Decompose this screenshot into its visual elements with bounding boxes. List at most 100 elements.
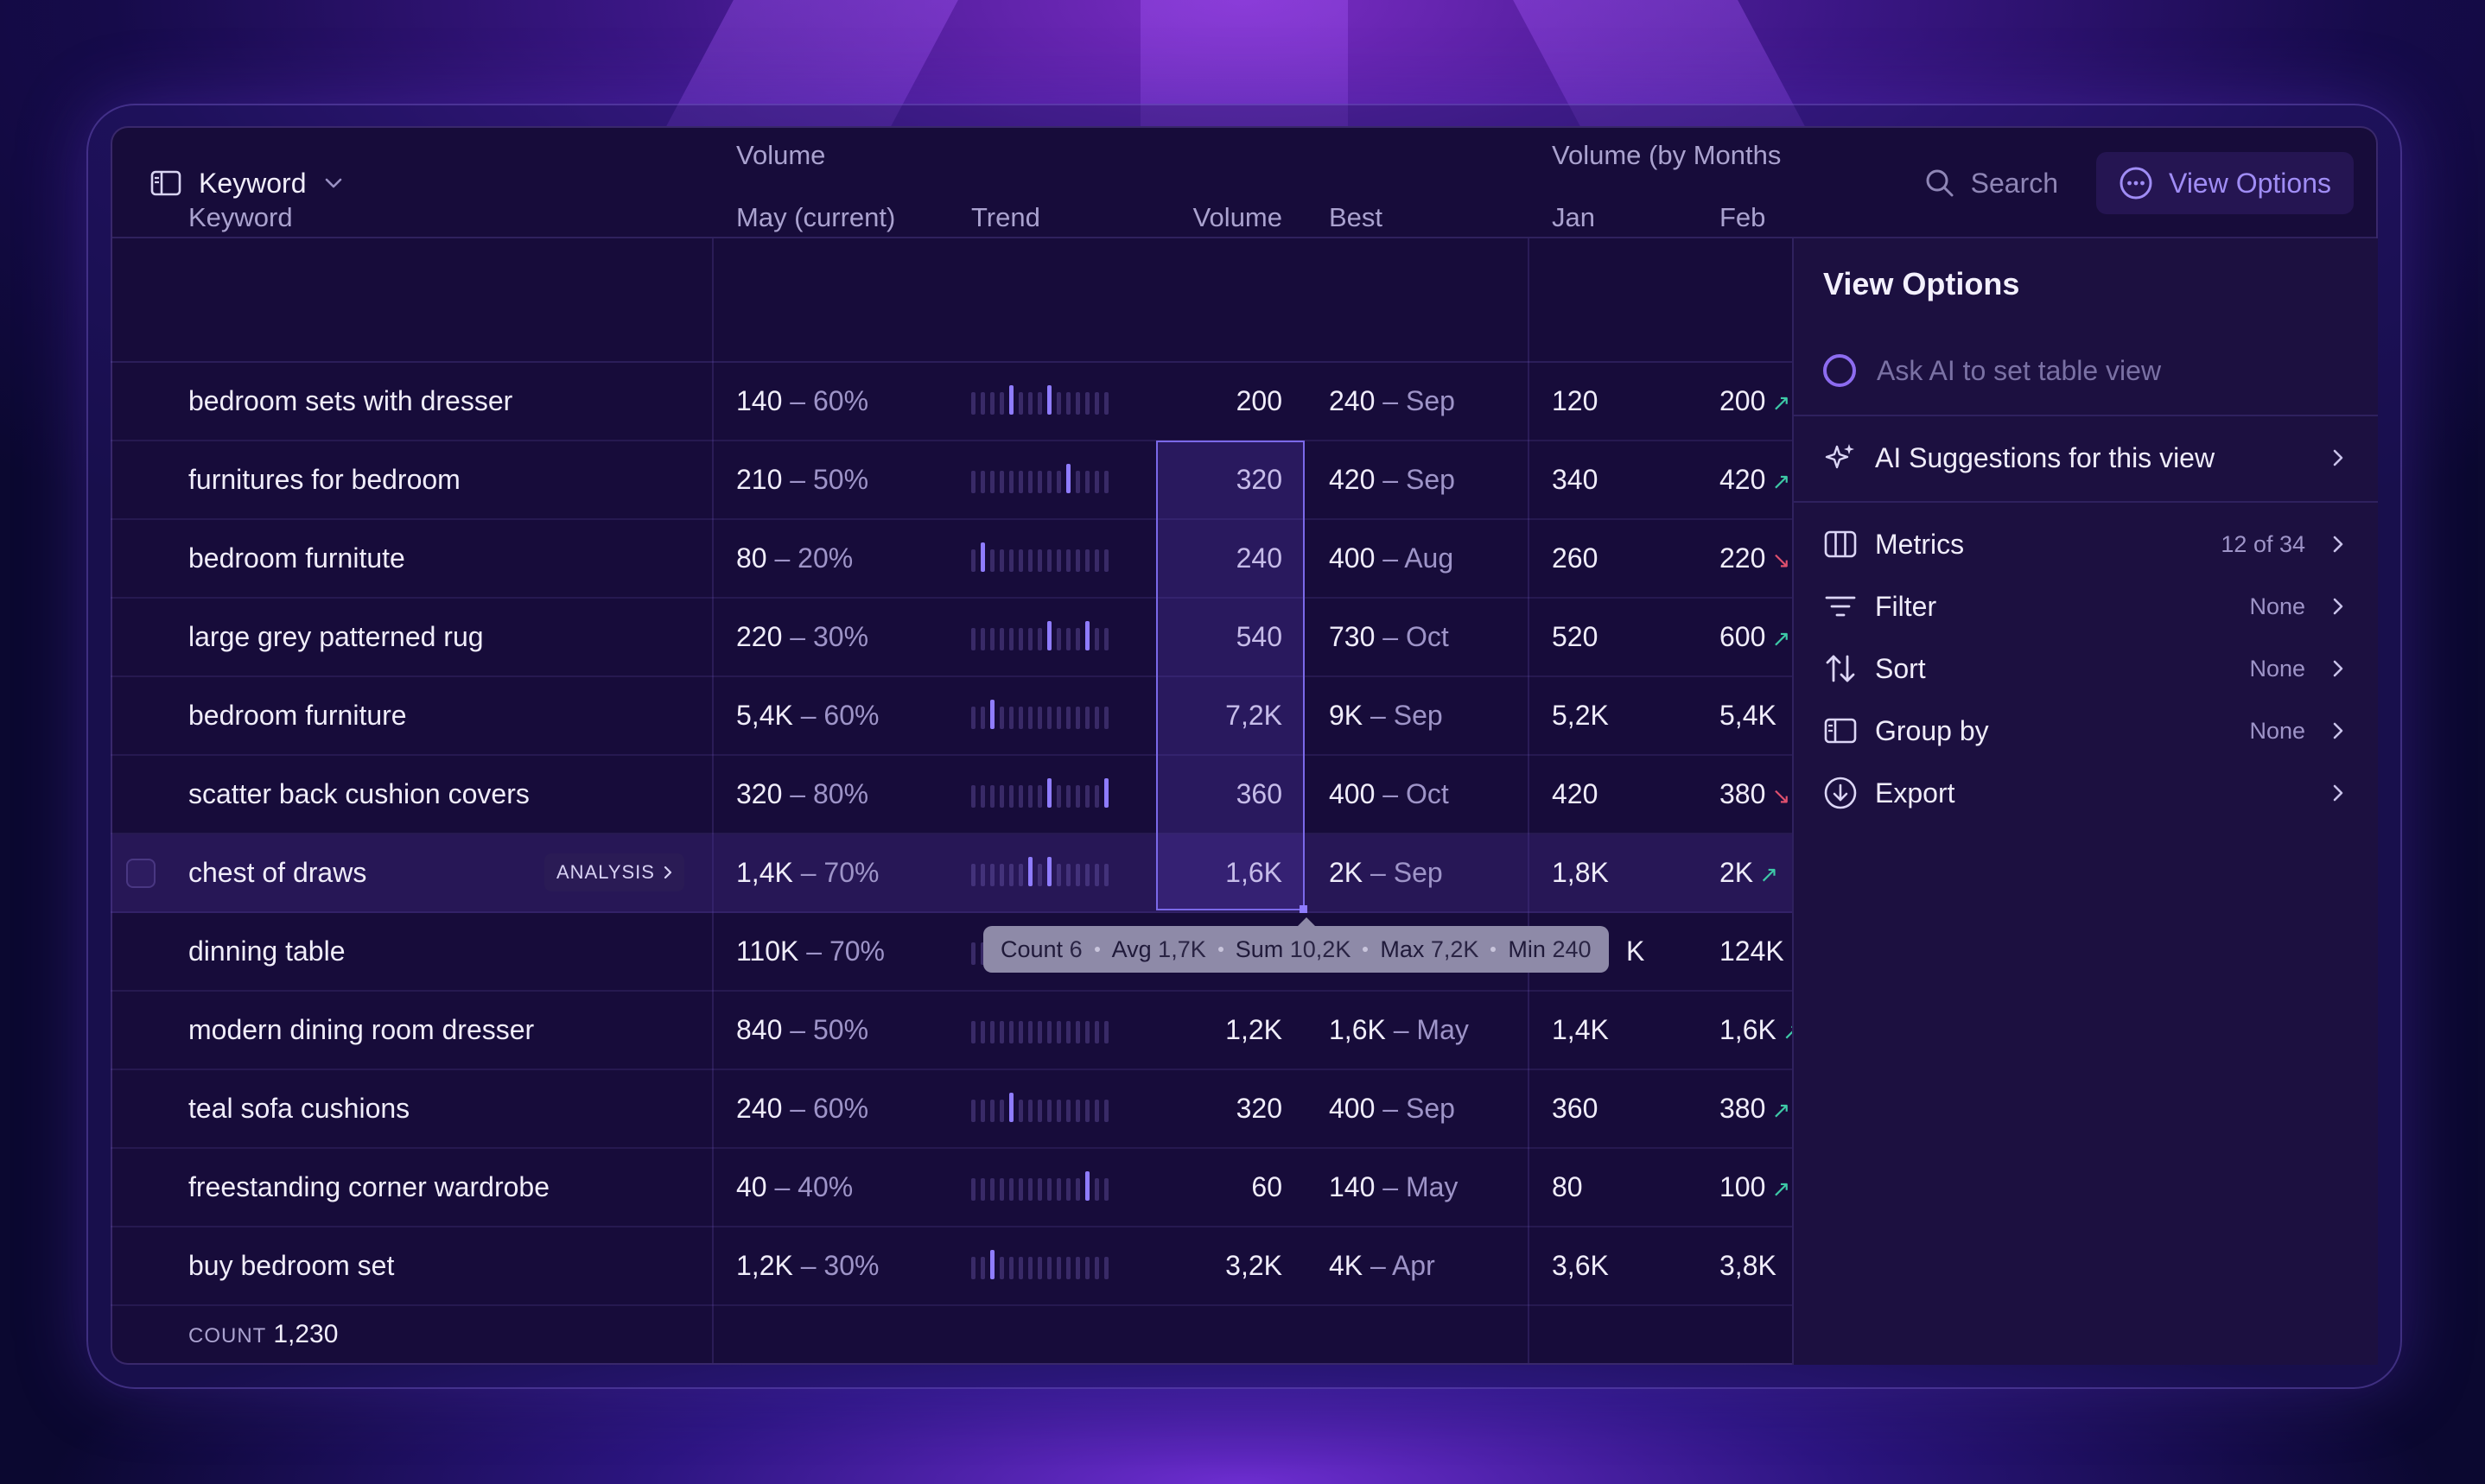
trend-bar <box>1057 1178 1061 1201</box>
table-row[interactable]: buy bedroom set 1,2K – 30% 3,2K 4K – Apr 3,6… <box>111 1227 1792 1306</box>
trend-bar <box>1104 1021 1109 1043</box>
table-row[interactable]: dinning table 110K – 70% K 124K <box>111 913 1792 992</box>
may-value: 220 <box>736 621 783 652</box>
view-option-label: Filter <box>1875 590 1937 622</box>
column-header-volume[interactable]: Volume <box>1192 202 1282 232</box>
may-percent: – 80% <box>790 778 869 809</box>
cell-feb: 220 ↘ <box>1719 520 1790 597</box>
trend-bar <box>1028 1257 1033 1279</box>
trend-bar <box>1038 707 1042 729</box>
trend-bar <box>990 700 995 729</box>
trend-bar <box>1057 785 1061 808</box>
trend-bar <box>1095 707 1099 729</box>
column-header-jan[interactable]: Jan <box>1552 202 1595 232</box>
best-value: 400 <box>1329 542 1376 574</box>
table-row[interactable]: modern dining room dresser 840 – 50% 1,2K 1… <box>111 992 1792 1070</box>
view-option-metrics[interactable]: Metrics 12 of 34 <box>1823 520 2348 568</box>
best-value: 420 <box>1329 464 1376 495</box>
cell-may: 1,4K – 70% <box>736 834 879 911</box>
view-option-sort[interactable]: Sort None <box>1823 644 2348 693</box>
trend-bar <box>1085 392 1090 415</box>
feb-value: 2K <box>1719 857 1754 888</box>
table-row[interactable]: bedroom furnitute 80 – 20% 240 400 – Aug 260… <box>111 520 1792 599</box>
chevron-down-icon <box>324 177 343 189</box>
trend-bar <box>990 549 995 572</box>
cell-feb: 1,6K ↗ <box>1719 992 1792 1069</box>
trend-bar <box>1085 864 1090 886</box>
cell-keyword: large grey patterned rug <box>188 621 484 652</box>
column-header-trend[interactable]: Trend <box>971 202 1040 232</box>
cell-volume: 7,2K <box>1225 700 1282 731</box>
trend-bar <box>1009 785 1014 808</box>
view-option-value: None <box>2249 717 2305 744</box>
column-header-best[interactable]: Best <box>1329 202 1383 232</box>
chevron-right-icon <box>2328 658 2348 679</box>
table-row[interactable]: bedroom sets with dresser 140 – 60% 200 240… <box>111 363 1792 441</box>
trend-bar <box>1038 628 1042 650</box>
may-value: 240 <box>736 1093 783 1124</box>
view-option-ai-suggestions[interactable]: AI Suggestions for this view <box>1823 434 2348 482</box>
cell-volume: 60 <box>1251 1171 1282 1202</box>
view-options-button[interactable]: View Options <box>2096 152 2354 214</box>
trend-bar <box>1028 857 1033 886</box>
trend-bar <box>1076 785 1080 808</box>
table-row[interactable]: scatter back cushion covers 320 – 80% 360 4… <box>111 756 1792 834</box>
cell-may: 80 – 20% <box>736 520 853 597</box>
view-option-export[interactable]: Export <box>1823 769 2348 817</box>
column-header-feb[interactable]: Feb <box>1719 202 1766 232</box>
trend-bar <box>1085 1257 1090 1279</box>
search-button[interactable]: Search <box>1907 152 2075 214</box>
best-value: 240 <box>1329 385 1376 416</box>
row-checkbox[interactable] <box>126 859 156 888</box>
may-percent: – 50% <box>790 464 869 495</box>
table-row[interactable]: teal sofa cushions 240 – 60% 320 400 – Sep 3… <box>111 1070 1792 1149</box>
feb-value: 420 <box>1719 464 1766 495</box>
trend-sparkbar <box>971 1018 1109 1043</box>
trend-bar <box>981 1100 985 1122</box>
view-option-filter[interactable]: Filter None <box>1823 582 2348 631</box>
trend-up-icon: ↗ <box>1765 390 1791 415</box>
may-percent: – 50% <box>790 1014 869 1045</box>
column-header-may[interactable]: May (current) <box>736 202 896 232</box>
table-row[interactable]: chest of draws ANALYSIS 1,4K – 70% 1,6K 2K –… <box>111 834 1792 913</box>
selection-handle[interactable] <box>1300 905 1307 913</box>
feb-value: 600 <box>1719 621 1766 652</box>
group-select[interactable]: Keyword <box>150 162 343 204</box>
table-row[interactable]: large grey patterned rug 220 – 30% 540 730 … <box>111 599 1792 677</box>
table-row[interactable]: bedroom furniture 5,4K – 60% 7,2K 9K – Sep 5… <box>111 677 1792 756</box>
volume-selection-box[interactable] <box>1156 441 1307 913</box>
trend-bar <box>1066 1021 1071 1043</box>
cell-best: 240 – Sep <box>1329 363 1455 440</box>
trend-bar <box>1095 785 1099 808</box>
may-value: 40 <box>736 1171 767 1202</box>
table-row[interactable]: freestanding corner wardrobe 40 – 40% 60 14… <box>111 1149 1792 1227</box>
cell-volume: 320 <box>1236 464 1282 495</box>
may-percent: – 60% <box>800 700 880 731</box>
trend-bar <box>1104 1178 1109 1201</box>
trend-bar <box>1066 864 1071 886</box>
trend-bar <box>1104 778 1109 808</box>
trend-bar <box>1057 1021 1061 1043</box>
table-row[interactable]: furnitures for bedroom 210 – 50% 320 420 – … <box>111 441 1792 520</box>
tooltip-separator <box>1490 947 1497 952</box>
cell-jan: 520 <box>1552 621 1598 652</box>
trend-bar <box>1038 1021 1042 1043</box>
trend-bar <box>1038 864 1042 886</box>
may-value: 840 <box>736 1014 783 1045</box>
analysis-button[interactable]: ANALYSIS <box>544 853 684 891</box>
trend-bar <box>1000 549 1004 572</box>
search-label: Search <box>1970 167 2059 199</box>
tooltip-avg: Avg 1,7K <box>1111 935 1206 962</box>
trend-bar <box>981 1178 985 1201</box>
column-header-keyword[interactable]: Keyword <box>188 202 293 232</box>
group-select-label: Keyword <box>199 167 307 199</box>
trend-bar <box>1009 471 1014 493</box>
ai-ask-input[interactable]: Ask AI to set table view <box>1823 354 2161 387</box>
view-option-group-by[interactable]: Group by None <box>1823 707 2348 755</box>
trend-bar <box>1047 857 1052 886</box>
best-month: – Sep <box>1370 857 1443 888</box>
trend-bar <box>1104 628 1109 650</box>
trend-bar <box>1000 785 1004 808</box>
cell-feb: 380 ↗ <box>1719 1070 1790 1147</box>
trend-bar <box>1038 785 1042 808</box>
